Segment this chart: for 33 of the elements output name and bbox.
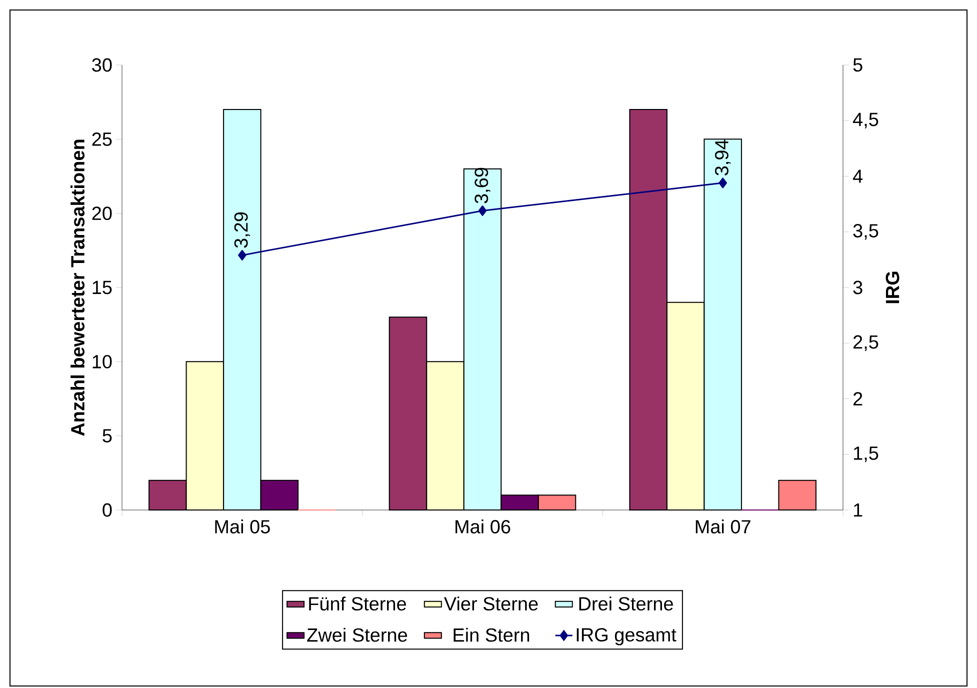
x-tick-label: Mai 07 (696, 520, 750, 534)
data-label: 3,94 (714, 140, 731, 176)
y2-axis-title: IRG (886, 272, 900, 304)
y2-tick-label: 1 (854, 503, 862, 517)
legend-label: IRG gesamt (576, 628, 676, 646)
y2-tick-label: 4,5 (852, 112, 878, 128)
y2-tick-label: 2 (853, 392, 862, 406)
x-tick-label: Mai 05 (215, 520, 270, 534)
legend-label: Vier Sterne (444, 596, 538, 611)
y-tick-label: 30 (92, 58, 112, 72)
y2-tick-label: 3 (853, 280, 862, 294)
y2-tick-label: 5 (853, 58, 862, 72)
data-label: 3,29 (234, 212, 250, 248)
y2-tick-label: 3,5 (853, 224, 878, 240)
y-axis-title: Anzahl bewerteter Transaktionen (70, 140, 85, 436)
y-tick-label: 5 (102, 429, 112, 442)
legend-label: Zwei Sterne (307, 628, 408, 642)
y2-tick-label: 4 (852, 170, 863, 183)
y-tick-label: 25 (92, 132, 112, 146)
x-tick-label: Mai 06 (456, 520, 510, 534)
data-label: 3,69 (474, 168, 490, 204)
point (478, 205, 487, 216)
legend-label: Ein Stern (454, 628, 530, 642)
y2-tick-label: 2,5 (853, 335, 878, 351)
legend-label: Fünf Sterne (309, 596, 406, 611)
legend-label: Drei Sterne (579, 596, 673, 611)
y-tick-label: 15 (92, 280, 112, 294)
y-tick-label: 20 (92, 206, 112, 220)
y-tick-label: 0 (102, 503, 112, 517)
point (238, 250, 246, 260)
y2-tick-label: 1,5 (854, 446, 878, 462)
point (718, 178, 727, 188)
y-tick-label: 10 (92, 354, 112, 368)
